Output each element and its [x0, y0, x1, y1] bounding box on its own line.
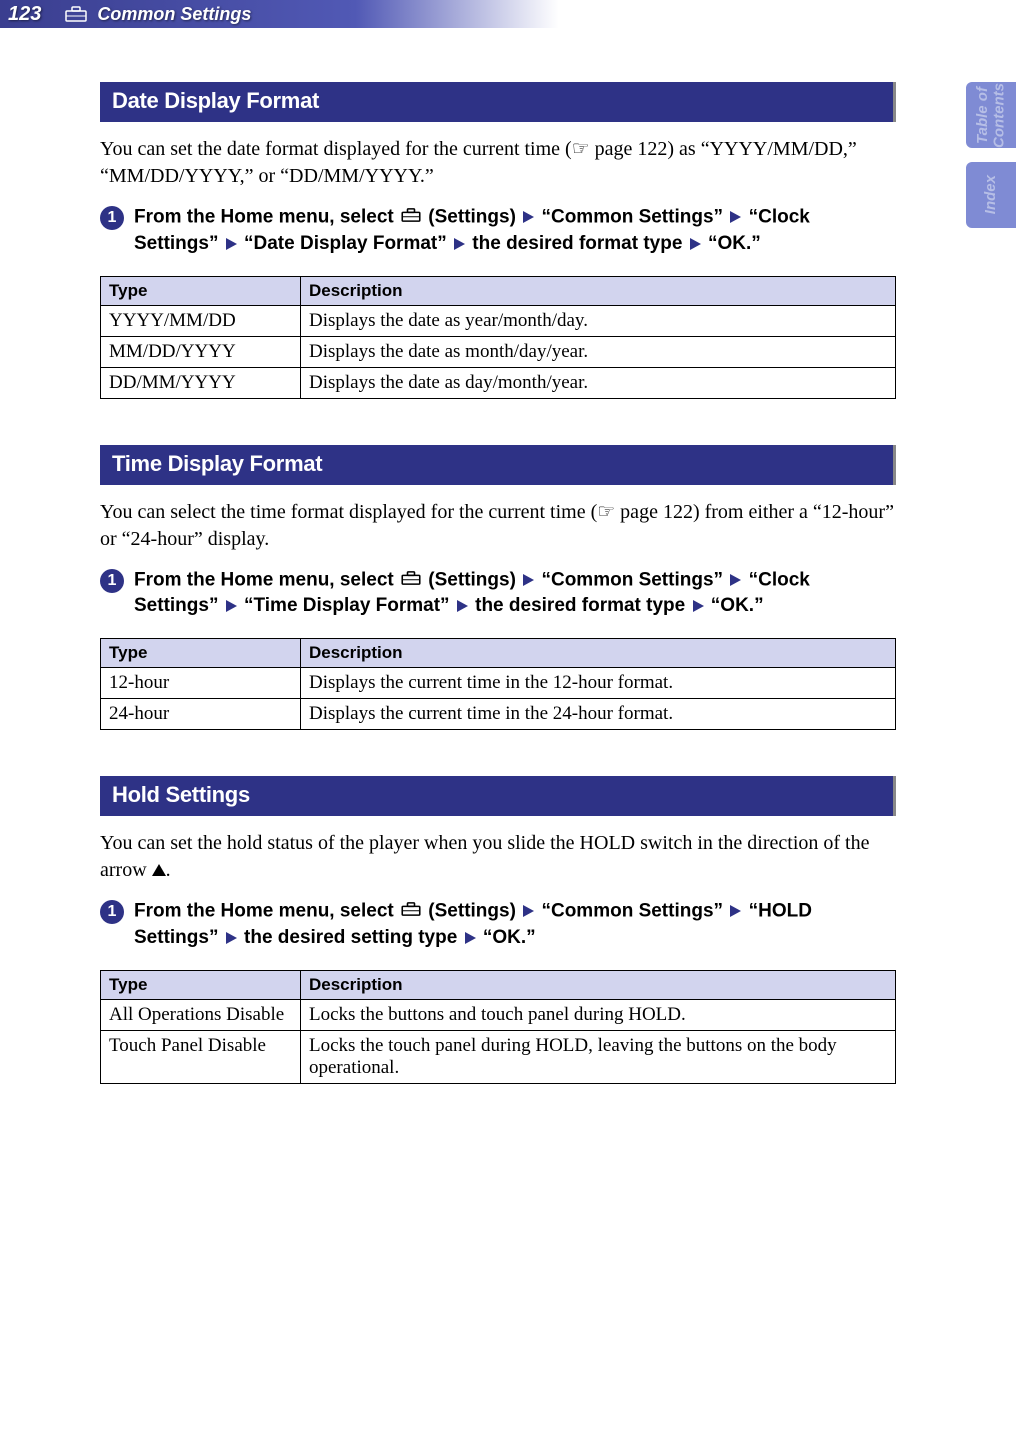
step-prefix: From the Home menu, select — [134, 569, 399, 590]
step-p3: the desired setting type — [239, 927, 463, 948]
section-hold-settings: Hold Settings You can set the hold statu… — [100, 776, 896, 1084]
col-type: Type — [101, 639, 301, 668]
table-row: Touch Panel DisableLocks the touch panel… — [101, 1030, 896, 1083]
arrow-up-icon — [152, 864, 166, 876]
intro-time-display: You can select the time format displayed… — [100, 499, 896, 553]
cell: 12-hour — [101, 668, 301, 699]
cell: Displays the date as day/month/year. — [301, 367, 896, 398]
toolbox-icon — [65, 6, 87, 22]
arrow-icon — [693, 600, 704, 612]
step-badge-1: 1 — [100, 569, 124, 593]
cell: Touch Panel Disable — [101, 1030, 301, 1083]
step-p1: “Common Settings” — [536, 206, 728, 227]
step-settings: (Settings) — [423, 206, 521, 227]
col-desc: Description — [301, 970, 896, 999]
arrow-icon — [454, 238, 465, 250]
table-row: All Operations DisableLocks the buttons … — [101, 999, 896, 1030]
cell: Displays the date as month/day/year. — [301, 336, 896, 367]
col-desc: Description — [301, 276, 896, 305]
step-p3: “Time Display Format” — [239, 595, 455, 616]
step-hold-settings: 1 From the Home menu, select (Settings) … — [100, 898, 896, 952]
arrow-icon — [523, 211, 534, 223]
step-settings: (Settings) — [423, 900, 521, 921]
intro-hold-settings: You can set the hold status of the playe… — [100, 830, 896, 884]
arrow-icon — [730, 574, 741, 586]
step-p5: “OK.” — [703, 233, 761, 254]
step-p4: the desired format type — [467, 233, 688, 254]
cell: Displays the current time in the 24-hour… — [301, 699, 896, 730]
section-time-display: Time Display Format You can select the t… — [100, 445, 896, 731]
cell: Locks the touch panel during HOLD, leavi… — [301, 1030, 896, 1083]
table-header-row: Type Description — [101, 276, 896, 305]
step-p4: “OK.” — [478, 927, 536, 948]
header-bar: 123 Common Settings — [0, 0, 1016, 28]
arrow-icon — [523, 574, 534, 586]
arrow-icon — [226, 238, 237, 250]
heading-date-display: Date Display Format — [100, 82, 896, 122]
table-header-row: Type Description — [101, 639, 896, 668]
heading-time-display: Time Display Format — [100, 445, 896, 485]
step-badge-1: 1 — [100, 206, 124, 230]
step-p4: the desired format type — [470, 595, 691, 616]
cell: Locks the buttons and touch panel during… — [301, 999, 896, 1030]
side-tab-index[interactable]: Index — [966, 162, 1016, 228]
step-settings: (Settings) — [423, 569, 521, 590]
cell: Displays the date as year/month/day. — [301, 305, 896, 336]
intro-date-display: You can set the date format displayed fo… — [100, 136, 896, 190]
step-p3: “Date Display Format” — [239, 233, 452, 254]
col-type: Type — [101, 276, 301, 305]
table-hold-settings: Type Description All Operations DisableL… — [100, 970, 896, 1084]
arrow-icon — [730, 905, 741, 917]
table-date-display: Type Description YYYY/MM/DDDisplays the … — [100, 276, 896, 399]
arrow-icon — [730, 211, 741, 223]
arrow-icon — [457, 600, 468, 612]
arrow-icon — [690, 238, 701, 250]
page-content: Date Display Format You can set the date… — [0, 28, 1016, 1144]
cell: DD/MM/YYYY — [101, 367, 301, 398]
table-time-display: Type Description 12-hourDisplays the cur… — [100, 638, 896, 730]
step-prefix: From the Home menu, select — [134, 206, 399, 227]
header-title: Common Settings — [97, 4, 251, 25]
step-text-time: From the Home menu, select (Settings) “C… — [134, 567, 896, 621]
intro-text: You can set the hold status of the playe… — [100, 832, 869, 881]
table-row: DD/MM/YYYYDisplays the date as day/month… — [101, 367, 896, 398]
step-badge-1: 1 — [100, 900, 124, 924]
side-tab-toc[interactable]: Table of Contents — [966, 82, 1016, 148]
step-p5: “OK.” — [706, 595, 764, 616]
arrow-icon — [523, 905, 534, 917]
table-header-row: Type Description — [101, 970, 896, 999]
step-p1: “Common Settings” — [536, 569, 728, 590]
step-text-hold: From the Home menu, select (Settings) “C… — [134, 898, 896, 952]
table-row: MM/DD/YYYYDisplays the date as month/day… — [101, 336, 896, 367]
step-p1: “Common Settings” — [536, 900, 728, 921]
toc-label: Table of Contents — [975, 83, 1008, 148]
table-row: 24-hourDisplays the current time in the … — [101, 699, 896, 730]
arrow-icon — [226, 932, 237, 944]
arrow-icon — [226, 600, 237, 612]
step-time-display: 1 From the Home menu, select (Settings) … — [100, 567, 896, 621]
settings-icon — [401, 898, 421, 925]
cell: All Operations Disable — [101, 999, 301, 1030]
heading-hold-settings: Hold Settings — [100, 776, 896, 816]
table-row: 12-hourDisplays the current time in the … — [101, 668, 896, 699]
step-date-display: 1 From the Home menu, select (Settings) … — [100, 204, 896, 258]
step-text-date: From the Home menu, select (Settings) “C… — [134, 204, 896, 258]
table-row: YYYY/MM/DDDisplays the date as year/mont… — [101, 305, 896, 336]
arrow-icon — [465, 932, 476, 944]
cell: 24-hour — [101, 699, 301, 730]
cell: MM/DD/YYYY — [101, 336, 301, 367]
index-label: Index — [983, 175, 1000, 214]
col-type: Type — [101, 970, 301, 999]
settings-icon — [401, 204, 421, 231]
step-prefix: From the Home menu, select — [134, 900, 399, 921]
page-number: 123 — [0, 3, 41, 26]
cell: YYYY/MM/DD — [101, 305, 301, 336]
settings-icon — [401, 567, 421, 594]
cell: Displays the current time in the 12-hour… — [301, 668, 896, 699]
col-desc: Description — [301, 639, 896, 668]
section-date-display: Date Display Format You can set the date… — [100, 82, 896, 399]
